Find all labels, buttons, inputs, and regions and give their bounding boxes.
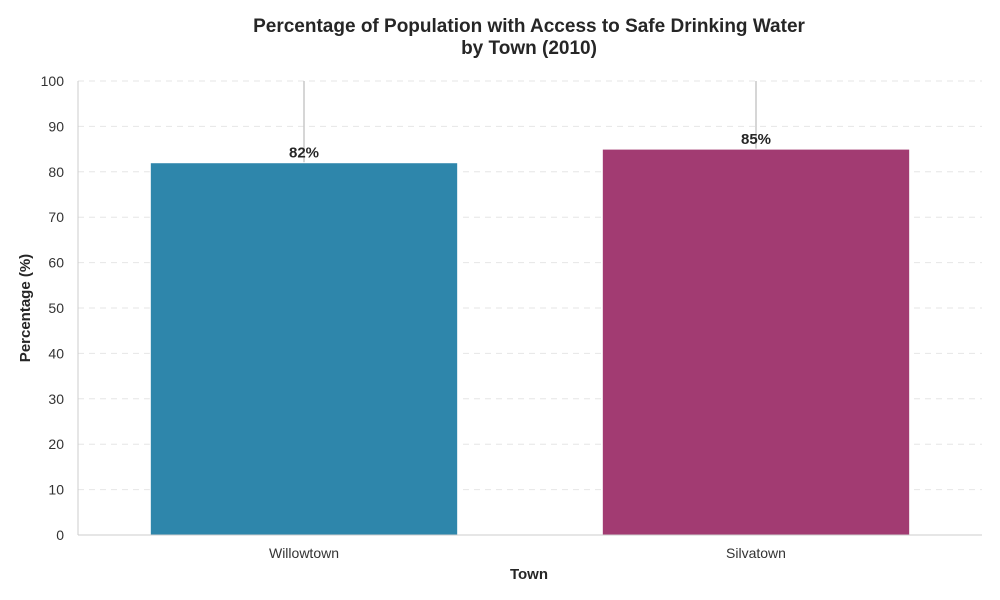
x-tick-label: Silvatown (726, 545, 786, 561)
y-tick-label: 40 (48, 345, 64, 361)
error-bars (303, 81, 757, 163)
y-tick-label: 80 (48, 164, 64, 180)
y-tick-label: 60 (48, 255, 64, 271)
y-tick-label: 20 (48, 436, 64, 452)
bar-silvatown (601, 148, 911, 536)
y-tick-label: 10 (48, 482, 64, 498)
data-label-willowtown: 82% (289, 145, 319, 162)
y-tick-label: 90 (48, 118, 64, 134)
x-tick-label: Willowtown (269, 545, 339, 561)
bars (149, 148, 911, 536)
chart-title-line-1: Percentage of Population with Access to … (253, 16, 805, 37)
chart-title-line-2: by Town (2010) (461, 38, 597, 59)
bar-willowtown (149, 162, 459, 536)
y-tick-labels: 0 10 20 30 40 50 60 70 80 90 100 (41, 73, 65, 543)
data-label-silvatown: 85% (741, 131, 771, 148)
y-tick-label: 70 (48, 209, 64, 225)
x-tick-labels: Willowtown Silvatown (269, 545, 786, 561)
data-labels: 82% 85% (289, 131, 771, 162)
y-tick-label: 30 (48, 391, 64, 407)
y-tick-label: 0 (56, 527, 64, 543)
axes (77, 81, 982, 536)
y-axis-label: Percentage (%) (17, 254, 34, 362)
y-tick-label: 50 (48, 300, 64, 316)
y-tick-label: 100 (41, 73, 65, 89)
x-axis-label: Town (510, 566, 548, 583)
